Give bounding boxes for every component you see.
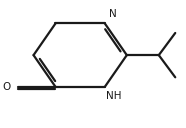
Text: NH: NH [106, 91, 121, 101]
Text: N: N [109, 9, 117, 19]
Text: O: O [2, 82, 11, 92]
